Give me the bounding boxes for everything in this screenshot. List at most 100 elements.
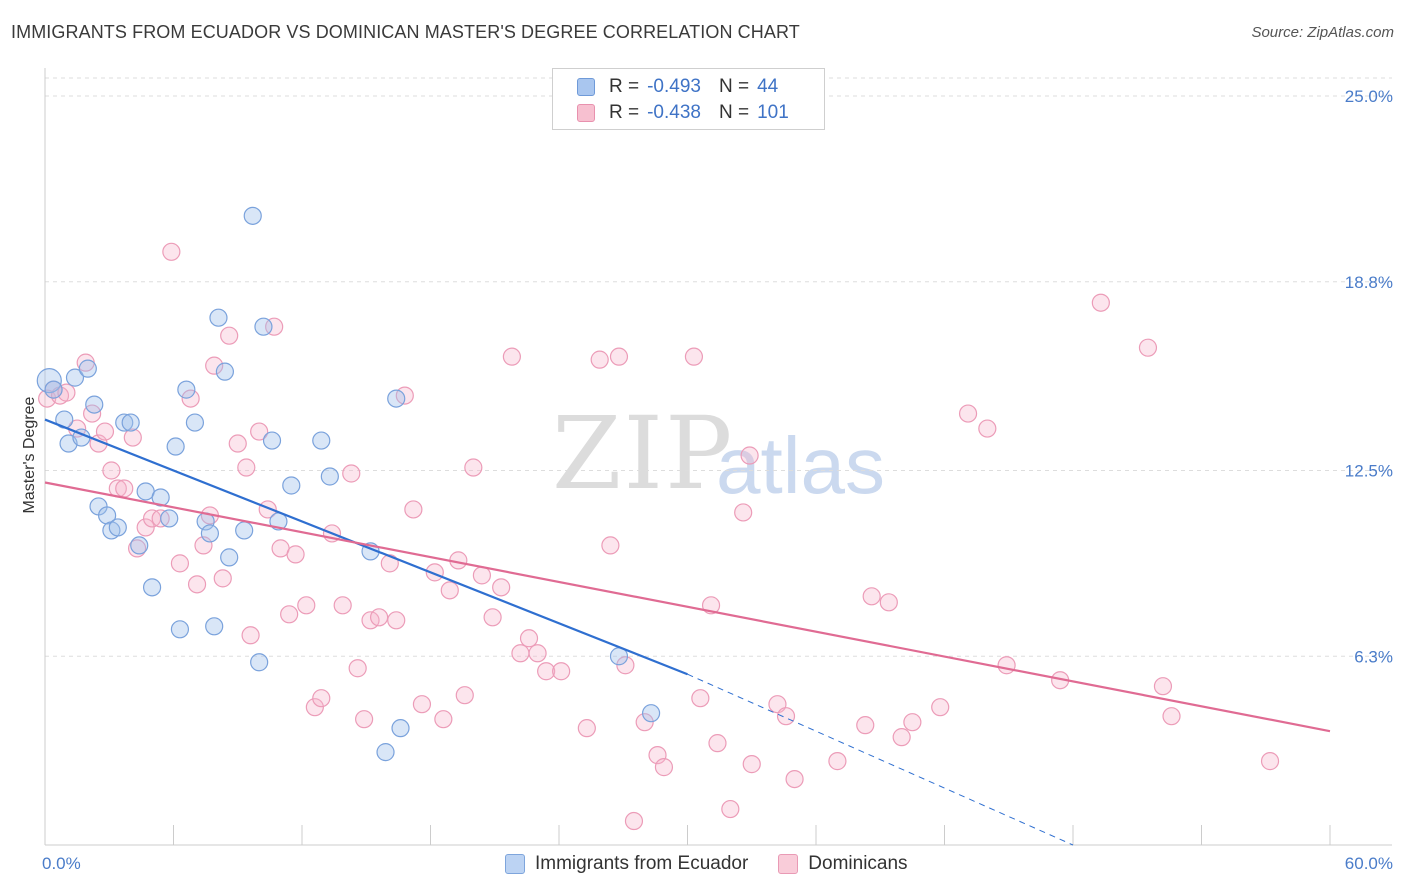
y-tick-label: 6.3% xyxy=(1354,647,1393,666)
dominican-point xyxy=(123,428,142,447)
grid-layer xyxy=(45,77,1392,657)
y-tick-label: 12.5% xyxy=(1345,462,1393,481)
dominican-point xyxy=(892,728,911,747)
ecuador-point xyxy=(391,719,410,738)
dominican-point xyxy=(95,422,115,441)
dominican-point xyxy=(601,536,620,555)
y-tick-label: 18.8% xyxy=(1345,273,1393,292)
dominican-point xyxy=(355,710,374,729)
legend-swatch-ecuador xyxy=(577,78,595,96)
legend-r-label: R = xyxy=(609,102,640,123)
ecuador-point xyxy=(312,431,331,450)
legend-item-ecuador[interactable]: Immigrants from Ecuador xyxy=(505,853,748,875)
ecuador-point xyxy=(130,536,149,555)
ecuador-point xyxy=(243,206,262,225)
ecuador-point xyxy=(641,704,661,723)
dominican-point xyxy=(721,799,740,819)
dominican-point xyxy=(511,644,530,663)
dominican-point xyxy=(250,422,269,441)
legend-r-value: -0.438 xyxy=(647,102,701,123)
x-tick-label: 60.0% xyxy=(1345,854,1393,873)
dominican-point xyxy=(280,605,299,624)
ecuador-points xyxy=(36,206,661,762)
ecuador-point xyxy=(177,380,196,399)
dominican-point xyxy=(228,434,247,453)
legend-item-dominicans[interactable]: Dominicans xyxy=(778,853,908,875)
ecuador-point xyxy=(209,308,228,327)
dominican-point xyxy=(862,587,881,606)
ecuador-trend-line xyxy=(44,418,688,676)
legend-r-value: -0.493 xyxy=(647,76,701,97)
dominican-point xyxy=(590,350,609,369)
dominican-point xyxy=(412,695,432,714)
dominican-point xyxy=(241,626,260,645)
ecuador-point xyxy=(36,368,62,394)
trend-lines xyxy=(44,418,1331,846)
ecuador-point xyxy=(235,521,254,540)
ecuador-point xyxy=(215,362,234,381)
dominican-point xyxy=(404,500,423,519)
ecuador-point xyxy=(115,413,134,432)
ecuador-point xyxy=(262,431,282,450)
dominican-point xyxy=(740,446,759,465)
dominican-point xyxy=(170,554,190,573)
watermark-atlas: atlas xyxy=(716,421,885,510)
dominican-point xyxy=(162,242,181,261)
ecuador-point xyxy=(220,548,239,567)
dominican-point xyxy=(136,518,155,537)
dominican-point xyxy=(997,656,1016,675)
ecuador-point xyxy=(254,317,273,336)
ecuador-point xyxy=(320,467,339,486)
dominican-point xyxy=(776,707,796,726)
ecuador-point xyxy=(44,380,63,399)
legend-n-label: N = xyxy=(718,102,750,123)
dominican-point xyxy=(856,716,875,735)
dominican-point xyxy=(265,317,284,336)
dominican-point xyxy=(577,719,596,738)
ecuador-point xyxy=(98,506,117,525)
dominican-point xyxy=(348,659,367,678)
legend-label-ecuador: Immigrants from Ecuador xyxy=(535,853,749,874)
ecuador-point xyxy=(205,617,224,636)
dominican-point xyxy=(742,755,761,774)
dominican-point xyxy=(708,734,727,753)
dominican-point xyxy=(978,419,997,438)
x-tick-label: 0.0% xyxy=(42,854,81,873)
dominican-point xyxy=(205,356,224,375)
dominican-point xyxy=(616,656,635,675)
dominican-point xyxy=(1260,752,1280,771)
dominican-point xyxy=(654,758,674,777)
ecuador-point xyxy=(142,578,162,597)
chart-title: IMMIGRANTS FROM ECUADOR VS DOMINICAN MAS… xyxy=(11,22,800,42)
legend-swatch-dominicans xyxy=(778,854,799,874)
dominican-point xyxy=(102,461,121,480)
dominican-point xyxy=(187,575,207,594)
dominican-point xyxy=(785,769,804,789)
ecuador-point xyxy=(65,368,85,387)
ecuador-point xyxy=(250,653,269,672)
dominican-point xyxy=(609,347,629,366)
legend-swatch-dominican xyxy=(577,104,595,122)
dominican-point xyxy=(455,686,474,705)
legend-swatch-ecuador xyxy=(505,854,525,874)
y-axis-label: Master's Degree xyxy=(21,396,38,513)
ecuador-point xyxy=(200,524,220,543)
ecuador-trend-extension xyxy=(687,673,1074,846)
ecuador-point xyxy=(108,518,127,537)
dominican-point xyxy=(297,596,316,615)
dominican-trend-line xyxy=(44,481,1331,733)
dominican-point xyxy=(635,713,654,732)
dominican-point xyxy=(115,479,134,498)
ecuador-point xyxy=(160,509,179,528)
tick-labels: 6.3% 12.5% 18.8% 25.0% 0.0% 60.0% xyxy=(42,87,1393,873)
dominican-point xyxy=(286,545,305,564)
dominican-point xyxy=(502,347,521,366)
ecuador-point xyxy=(282,476,301,495)
dominican-point xyxy=(387,611,406,630)
series-legend: Immigrants from Ecuador Dominicans xyxy=(505,852,938,876)
dominican-point xyxy=(305,698,324,717)
legend-row-ecuador: R = -0.493 N = 44 xyxy=(577,75,778,99)
dominican-point xyxy=(492,578,511,597)
ecuador-point xyxy=(85,395,104,414)
dominican-point xyxy=(519,629,539,648)
